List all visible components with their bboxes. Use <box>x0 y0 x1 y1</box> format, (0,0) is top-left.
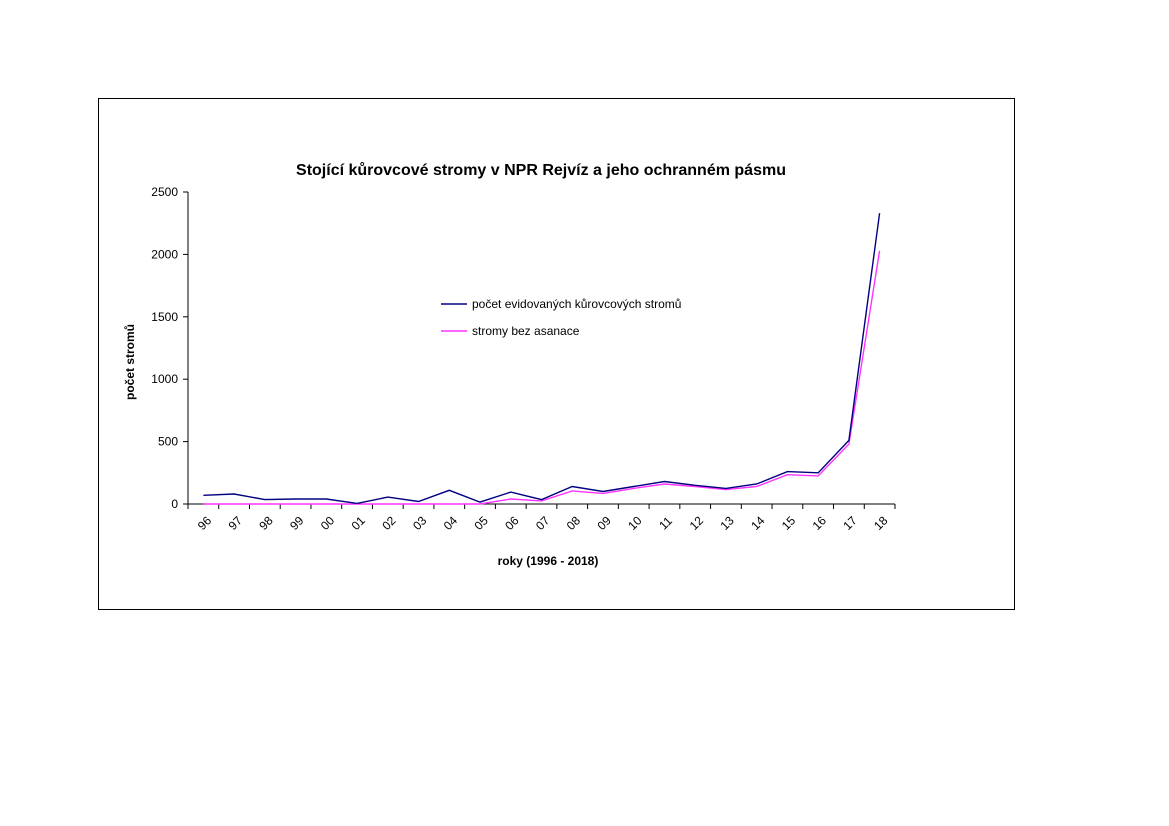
legend: počet evidovaných kůrovcových stromů stro… <box>441 297 681 338</box>
chart-title: Stojící kůrovcové stromy v NPR Rejvíz a … <box>296 162 786 179</box>
y-tick-label: 500 <box>158 435 178 449</box>
x-tick-label: 03 <box>410 513 430 533</box>
chart-frame <box>98 98 1015 610</box>
y-tick-label: 2500 <box>151 185 178 199</box>
y-ticks: 0 500 1000 1500 2000 2500 <box>151 185 188 511</box>
series-line-0 <box>203 213 881 505</box>
y-tick-label: 0 <box>171 497 178 511</box>
y-tick-label: 1500 <box>151 310 178 324</box>
legend-label-1: stromy bez asanace <box>472 324 580 338</box>
x-tick-label: 11 <box>656 514 675 533</box>
x-tick-label: 14 <box>748 513 768 533</box>
x-ticks: 96 97 98 99 00 01 02 03 04 05 06 07 08 09 10 11 12 13 14 15… <box>187 504 896 533</box>
x-tick-label: 99 <box>287 513 307 533</box>
x-tick-label: 07 <box>533 513 553 533</box>
x-tick-label: 15 <box>779 513 799 533</box>
x-tick-label: 96 <box>195 513 215 533</box>
y-tick-label: 2000 <box>151 247 178 261</box>
x-tick-label: 04 <box>441 513 461 533</box>
y-tick-label: 1000 <box>151 372 178 386</box>
x-tick-label: 01 <box>349 513 369 533</box>
x-tick-label: 18 <box>871 513 891 533</box>
x-tick-label: 12 <box>687 513 707 533</box>
x-tick-label: 09 <box>594 513 614 533</box>
y-axis-label: počet stromů <box>123 324 137 400</box>
x-axis-label: roky (1996 - 2018) <box>498 554 599 568</box>
series-lines <box>203 213 881 505</box>
x-tick-label: 02 <box>379 513 399 533</box>
series-line-1 <box>203 250 881 505</box>
x-tick-label: 05 <box>472 513 492 533</box>
legend-label-0: počet evidovaných kůrovcových stromů <box>472 297 681 311</box>
x-tick-label: 08 <box>564 513 584 533</box>
x-tick-label: 10 <box>625 513 645 533</box>
x-tick-label: 17 <box>840 513 860 533</box>
x-tick-label: 00 <box>318 513 338 533</box>
x-tick-label: 16 <box>810 513 830 533</box>
x-tick-label: 13 <box>717 513 737 533</box>
x-tick-label: 06 <box>502 513 522 533</box>
x-tick-label: 97 <box>226 513 246 533</box>
x-tick-label: 98 <box>256 513 276 533</box>
axes <box>187 192 895 505</box>
